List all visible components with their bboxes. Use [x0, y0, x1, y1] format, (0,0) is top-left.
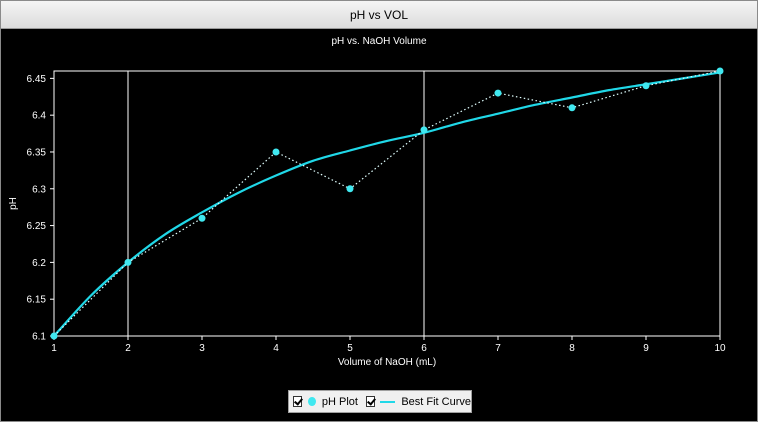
x-tick-label-6: 6	[421, 343, 427, 354]
ph-data-point-8	[568, 104, 576, 112]
ph-data-point-7	[494, 89, 502, 97]
x-tick-label-10: 10	[714, 343, 726, 354]
ph-data-point-1	[50, 332, 58, 340]
ph-data-point-10	[716, 67, 724, 75]
ph-data-point-3	[198, 214, 206, 222]
plot-area: pH vs. NaOH Volume 1 2 3 4 5 6 7 8 9 10 6.1 6.15 6.2 6…	[2, 29, 757, 421]
x-tick-label-3: 3	[199, 343, 205, 354]
chart-title: pH vs. NaOH Volume	[331, 36, 426, 47]
ph-plot-marker-icon	[308, 397, 316, 406]
series-best-fit-curve	[53, 71, 721, 337]
x-tick-label-9: 9	[643, 343, 649, 354]
ph-data-point-6	[420, 126, 428, 134]
y-tick-label-6.35: 6.35	[27, 147, 47, 158]
plot-frame	[53, 70, 721, 337]
y-axis-label: pH	[8, 197, 19, 210]
ph-data-point-4	[272, 148, 280, 156]
y-tick-label-6.3: 6.3	[32, 184, 46, 195]
ph-data-point-5	[346, 185, 354, 193]
ph-data-point-9	[642, 82, 650, 90]
x-tick-label-7: 7	[495, 343, 501, 354]
window-title: pH vs VOL	[1, 1, 757, 29]
y-tick-label-6.2: 6.2	[32, 258, 46, 269]
y-tick-label-6.25: 6.25	[27, 221, 47, 232]
x-tick-label-2: 2	[125, 343, 131, 354]
legend-label-best-fit: Best Fit Curve	[401, 395, 472, 408]
best-fit-line-icon	[380, 400, 396, 403]
best-fit-checkbox[interactable]	[365, 396, 376, 407]
y-tick-label-6.1: 6.1	[32, 332, 46, 343]
series-ph-plot-line	[53, 70, 721, 337]
x-tick-label-8: 8	[569, 343, 575, 354]
x-tick-label-5: 5	[347, 343, 353, 354]
x-tick-label-1: 1	[51, 343, 57, 354]
ph-plot-checkbox[interactable]	[293, 396, 303, 407]
y-tick-label-6.4: 6.4	[32, 111, 46, 122]
x-axis-label: Volume of NaOH (mL)	[338, 357, 436, 368]
y-tick-label-6.45: 6.45	[27, 74, 47, 85]
y-tick-label-6.15: 6.15	[27, 295, 47, 306]
ph-chart-svg: pH vs. NaOH Volume 1 2 3 4 5 6 7 8 9 10 6.1 6.15 6.2 6…	[8, 36, 726, 368]
legend: pH Plot Best Fit Curve	[288, 390, 472, 413]
ph-data-point-2	[124, 258, 132, 266]
x-tick-label-4: 4	[273, 343, 279, 354]
legend-label-ph-plot: pH Plot	[321, 395, 358, 408]
